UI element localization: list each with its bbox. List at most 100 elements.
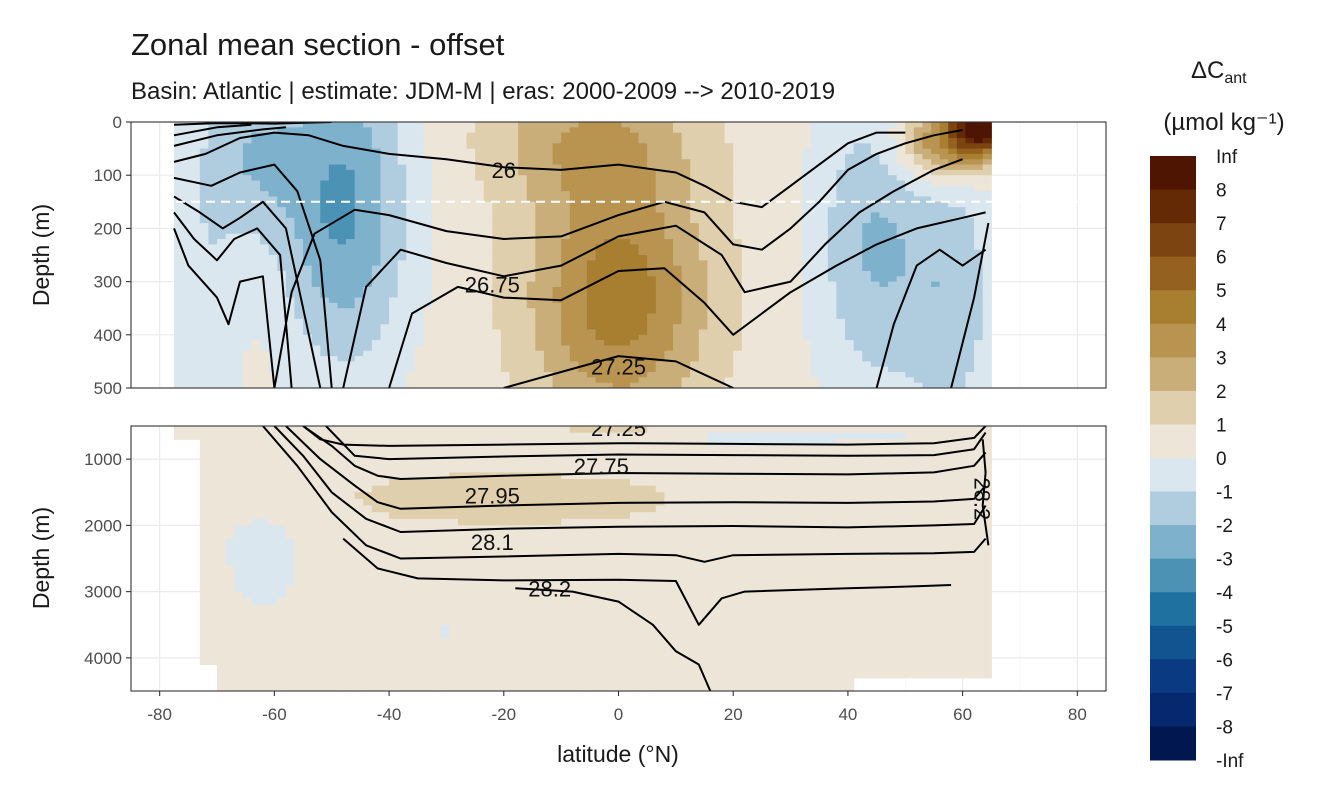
field-cell	[483, 334, 493, 341]
field-cell	[974, 175, 984, 182]
field-cell	[397, 191, 407, 198]
field-cell	[440, 265, 450, 272]
field-cell	[922, 244, 932, 251]
field-cell	[664, 313, 674, 320]
field-cell	[647, 175, 657, 182]
field-cell	[234, 276, 244, 283]
field-cell	[423, 302, 433, 309]
field-cell	[827, 175, 838, 182]
panel-upper-fill	[174, 122, 992, 388]
field-cell	[208, 459, 218, 467]
field-cell	[905, 340, 915, 347]
field-cell	[251, 233, 261, 240]
field-cell	[802, 318, 812, 325]
field-cell	[199, 479, 210, 487]
field-cell	[819, 223, 829, 229]
field-cell	[457, 281, 468, 288]
field-cell	[492, 302, 502, 309]
field-cell	[870, 292, 881, 299]
field-cell	[208, 207, 218, 214]
field-cell	[681, 159, 691, 166]
field-cell	[174, 223, 184, 229]
field-cell	[879, 350, 889, 357]
field-cell	[595, 297, 605, 304]
field-cell	[784, 223, 795, 229]
field-cell	[956, 329, 967, 336]
field-cell	[982, 297, 992, 304]
field-cell	[913, 340, 924, 347]
field-cell	[208, 578, 218, 586]
field-cell	[802, 185, 812, 192]
field-cell	[414, 132, 425, 139]
field-cell	[225, 525, 235, 533]
field-cell	[802, 356, 812, 362]
field-cell	[776, 223, 786, 229]
field-cell	[819, 233, 829, 240]
field-cell	[457, 356, 468, 362]
field-cell	[371, 260, 382, 267]
field-cell	[354, 153, 364, 160]
field-cell	[810, 255, 820, 261]
field-cell	[638, 249, 648, 256]
field-cell	[406, 239, 416, 245]
field-cell	[664, 260, 674, 267]
field-cell	[217, 578, 227, 586]
field-cell	[948, 122, 958, 128]
field-cell	[199, 324, 210, 331]
field-cell	[225, 175, 235, 182]
field-cell	[217, 361, 227, 368]
field-cell	[974, 143, 984, 150]
field-cell	[174, 382, 184, 388]
field-cell	[939, 345, 949, 352]
field-cell	[853, 127, 863, 134]
field-cell	[939, 366, 949, 373]
field-cell	[242, 159, 253, 166]
field-cell	[759, 318, 769, 325]
field-cell	[836, 153, 846, 160]
field-cell	[285, 308, 296, 315]
field-cell	[191, 297, 201, 304]
field-cell	[939, 217, 949, 224]
field-cell	[337, 372, 347, 378]
field-cell	[948, 175, 958, 182]
field-cell	[217, 684, 227, 691]
field-cell	[716, 185, 726, 192]
field-cell	[888, 159, 898, 166]
field-cell	[879, 345, 889, 352]
field-cell	[552, 265, 562, 272]
field-cell	[440, 132, 450, 139]
field-cell	[397, 223, 407, 229]
field-cell	[793, 239, 803, 245]
field-cell	[965, 191, 975, 198]
field-cell	[905, 318, 915, 325]
field-cell	[578, 350, 588, 357]
field-cell	[759, 212, 769, 219]
field-cell	[457, 217, 468, 224]
field-cell	[827, 350, 838, 357]
field-cell	[199, 297, 210, 304]
field-cell	[363, 249, 373, 256]
field-cell	[535, 159, 545, 166]
field-cell	[690, 372, 700, 378]
field-cell	[810, 228, 820, 235]
field-cell	[629, 217, 640, 224]
field-cell	[931, 350, 941, 357]
field-cell	[466, 228, 476, 235]
field-cell	[337, 201, 347, 208]
field-cell	[389, 122, 399, 128]
field-cell	[741, 137, 752, 144]
field-cell	[380, 185, 390, 192]
field-cell	[475, 159, 485, 166]
field-cell	[888, 356, 898, 362]
field-cell	[810, 212, 820, 219]
field-cell	[242, 318, 253, 325]
field-cell	[423, 122, 433, 128]
field-cell	[543, 308, 554, 315]
field-cell	[879, 180, 889, 187]
field-cell	[647, 169, 657, 176]
isopycnal-line	[503, 355, 734, 388]
field-cell	[698, 233, 708, 240]
field-cell	[483, 292, 493, 299]
field-cell	[414, 249, 425, 256]
field-cell	[543, 244, 554, 251]
